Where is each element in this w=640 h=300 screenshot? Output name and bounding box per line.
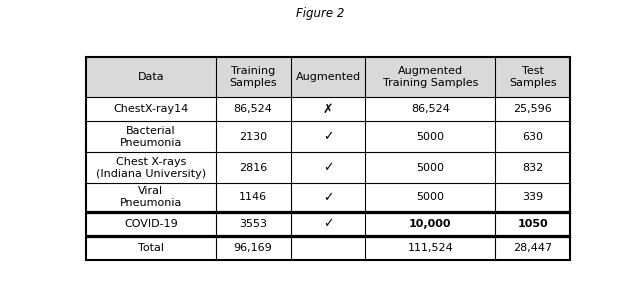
Text: COVID-19: COVID-19: [124, 219, 178, 229]
Text: ✓: ✓: [323, 130, 333, 143]
Bar: [365, 236, 495, 260]
Bar: [86, 236, 216, 260]
Text: 1050: 1050: [517, 219, 548, 229]
Bar: [216, 97, 291, 121]
Text: 1146: 1146: [239, 193, 267, 202]
Bar: [86, 97, 216, 121]
Bar: [291, 183, 365, 212]
Text: 28,447: 28,447: [513, 243, 552, 253]
Bar: [495, 57, 570, 97]
Bar: [291, 236, 365, 260]
Text: Bacterial
Pneumonia: Bacterial Pneumonia: [120, 126, 182, 148]
Bar: [86, 57, 216, 97]
Bar: [365, 152, 495, 183]
Text: ✗: ✗: [323, 103, 333, 116]
Text: Total: Total: [138, 243, 164, 253]
Bar: [86, 57, 570, 260]
Bar: [365, 57, 495, 97]
Bar: [495, 152, 570, 183]
Text: 5000: 5000: [416, 193, 444, 202]
Bar: [216, 57, 291, 97]
Bar: [86, 121, 216, 152]
Text: ChestX-ray14: ChestX-ray14: [113, 104, 188, 114]
Bar: [216, 212, 291, 236]
Bar: [495, 97, 570, 121]
Bar: [216, 236, 291, 260]
Bar: [86, 212, 216, 236]
Text: 86,524: 86,524: [411, 104, 450, 114]
Text: ✓: ✓: [323, 161, 333, 174]
Bar: [291, 212, 365, 236]
Bar: [86, 152, 216, 183]
Bar: [495, 183, 570, 212]
Text: 86,524: 86,524: [234, 104, 273, 114]
Bar: [495, 236, 570, 260]
Text: Test
Samples: Test Samples: [509, 66, 556, 88]
Bar: [495, 121, 570, 152]
Bar: [216, 121, 291, 152]
Text: 5000: 5000: [416, 132, 444, 142]
Text: 3553: 3553: [239, 219, 267, 229]
Bar: [365, 121, 495, 152]
Text: ✓: ✓: [323, 218, 333, 230]
Text: 630: 630: [522, 132, 543, 142]
Text: 339: 339: [522, 193, 543, 202]
Bar: [216, 183, 291, 212]
Text: 25,596: 25,596: [513, 104, 552, 114]
Text: Chest X-rays
(Indiana University): Chest X-rays (Indiana University): [96, 157, 206, 178]
Text: Training
Samples: Training Samples: [229, 66, 277, 88]
Bar: [495, 212, 570, 236]
Text: 96,169: 96,169: [234, 243, 273, 253]
Text: 2816: 2816: [239, 163, 268, 172]
Text: 10,000: 10,000: [409, 219, 452, 229]
Text: 832: 832: [522, 163, 543, 172]
Bar: [291, 121, 365, 152]
Text: Figure 2: Figure 2: [296, 8, 344, 20]
Bar: [365, 97, 495, 121]
Text: 5000: 5000: [416, 163, 444, 172]
Text: ✓: ✓: [323, 191, 333, 204]
Text: Augmented: Augmented: [296, 72, 360, 82]
Text: Augmented
Training Samples: Augmented Training Samples: [383, 66, 478, 88]
Text: 111,524: 111,524: [408, 243, 453, 253]
Text: Viral
Pneumonia: Viral Pneumonia: [120, 187, 182, 208]
Bar: [86, 183, 216, 212]
Bar: [291, 97, 365, 121]
Bar: [216, 152, 291, 183]
Bar: [365, 183, 495, 212]
Bar: [291, 152, 365, 183]
Bar: [291, 57, 365, 97]
Text: 2130: 2130: [239, 132, 267, 142]
Text: Data: Data: [138, 72, 164, 82]
Bar: [365, 212, 495, 236]
